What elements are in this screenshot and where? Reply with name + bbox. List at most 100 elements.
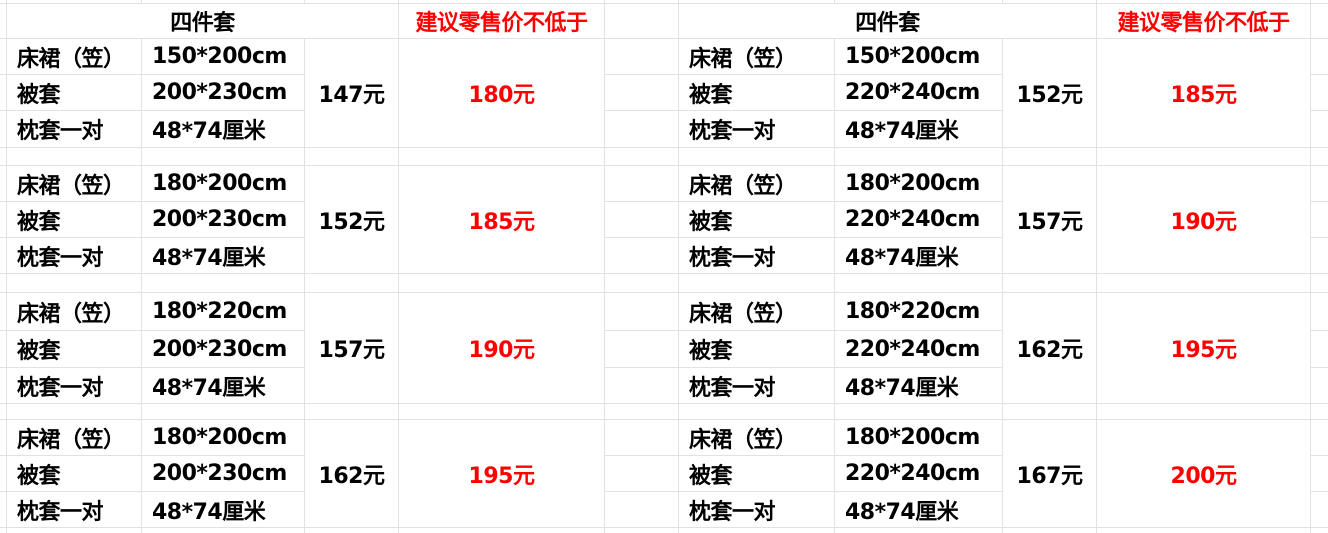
price-cell[interactable]: 157元	[305, 293, 398, 403]
header-title[interactable]: 四件套	[679, 4, 1096, 38]
item-size-cell-text: 48*74厘米	[845, 499, 959, 525]
item-name-cell[interactable]: 被套	[7, 202, 141, 237]
gridline	[0, 201, 1328, 202]
gridline	[604, 0, 605, 533]
item-size-cell[interactable]: 48*74厘米	[835, 111, 1002, 147]
item-size-cell[interactable]: 200*230cm	[142, 331, 304, 367]
item-size-cell[interactable]: 48*74厘米	[142, 368, 304, 403]
item-name-cell-text: 被套	[689, 463, 733, 489]
item-size-cell[interactable]: 220*240cm	[835, 331, 1002, 367]
item-name-cell[interactable]: 枕套一对	[679, 368, 834, 403]
retail-price-cell[interactable]: 180元	[399, 39, 604, 147]
price-cell-text: 157元	[318, 338, 385, 363]
price-cell-text: 162元	[1016, 338, 1083, 363]
header-title[interactable]: 四件套	[7, 4, 398, 38]
item-size-cell[interactable]: 180*220cm	[835, 293, 1002, 330]
item-name-cell[interactable]: 床裙（笠）	[7, 420, 141, 455]
item-name-cell[interactable]: 被套	[7, 456, 141, 491]
header-retail-price[interactable]: 建议零售价不低于	[1097, 4, 1310, 38]
item-name-cell-text: 枕套一对	[689, 119, 776, 144]
item-size-cell[interactable]: 180*200cm	[142, 420, 304, 455]
item-name-cell[interactable]: 枕套一对	[7, 492, 141, 527]
item-size-cell[interactable]: 150*200cm	[142, 39, 304, 74]
item-name-cell[interactable]: 被套	[679, 202, 834, 237]
item-name-cell-text: 床裙（笠）	[17, 173, 125, 199]
header-title-text: 四件套	[855, 11, 920, 36]
item-size-cell[interactable]: 180*200cm	[835, 420, 1002, 455]
gridline	[0, 527, 1328, 528]
retail-price-cell[interactable]: 190元	[399, 293, 604, 403]
item-size-cell[interactable]: 48*74厘米	[142, 238, 304, 273]
item-size-cell[interactable]: 48*74厘米	[835, 492, 1002, 527]
price-cell[interactable]: 162元	[1003, 293, 1096, 403]
item-size-cell[interactable]: 180*200cm	[142, 166, 304, 201]
item-size-cell[interactable]: 220*240cm	[835, 202, 1002, 237]
header-retail-price[interactable]: 建议零售价不低于	[399, 4, 604, 38]
item-name-cell[interactable]: 被套	[7, 331, 141, 367]
price-cell[interactable]: 157元	[1003, 166, 1096, 273]
item-name-cell-text: 被套	[689, 209, 733, 235]
price-cell-text: 162元	[318, 463, 385, 489]
item-name-cell[interactable]: 床裙（笠）	[7, 166, 141, 201]
item-size-cell[interactable]: 200*230cm	[142, 202, 304, 237]
price-cell-text: 152元	[1016, 83, 1083, 108]
retail-price-cell[interactable]: 195元	[1097, 293, 1310, 403]
retail-price-cell-text: 180元	[468, 83, 535, 108]
item-name-cell[interactable]: 被套	[679, 456, 834, 491]
item-name-cell[interactable]: 床裙（笠）	[679, 293, 834, 330]
price-cell[interactable]: 152元	[305, 166, 398, 273]
item-name-cell[interactable]: 枕套一对	[679, 238, 834, 273]
item-size-cell[interactable]: 48*74厘米	[835, 368, 1002, 403]
gridline	[0, 237, 1328, 238]
item-size-cell-text: 200*230cm	[152, 80, 287, 105]
price-cell[interactable]: 167元	[1003, 420, 1096, 527]
item-name-cell-text: 床裙（笠）	[17, 427, 125, 453]
item-size-cell[interactable]: 150*200cm	[835, 39, 1002, 74]
item-name-cell-text: 床裙（笠）	[17, 301, 125, 327]
retail-price-cell[interactable]: 185元	[399, 166, 604, 273]
price-cell-text: 147元	[318, 83, 385, 108]
item-name-cell[interactable]: 被套	[7, 75, 141, 110]
retail-price-cell[interactable]: 200元	[1097, 420, 1310, 527]
item-size-cell[interactable]: 220*240cm	[835, 75, 1002, 110]
gridline	[0, 74, 1328, 75]
item-name-cell[interactable]: 床裙（笠）	[7, 293, 141, 330]
item-size-cell[interactable]: 180*200cm	[835, 166, 1002, 201]
item-size-cell[interactable]: 48*74厘米	[142, 492, 304, 527]
price-cell[interactable]: 152元	[1003, 39, 1096, 147]
item-size-cell[interactable]: 48*74厘米	[142, 111, 304, 147]
item-size-cell[interactable]: 200*230cm	[142, 75, 304, 110]
item-name-cell[interactable]: 床裙（笠）	[679, 39, 834, 74]
item-name-cell[interactable]: 被套	[679, 75, 834, 110]
item-size-cell[interactable]: 48*74厘米	[835, 238, 1002, 273]
item-size-cell[interactable]: 180*220cm	[142, 293, 304, 330]
price-cell-text: 152元	[318, 209, 385, 235]
item-name-cell[interactable]: 床裙（笠）	[679, 420, 834, 455]
item-name-cell[interactable]: 枕套一对	[679, 492, 834, 527]
price-cell[interactable]: 147元	[305, 39, 398, 147]
item-name-cell[interactable]: 枕套一对	[7, 368, 141, 403]
gridline	[0, 491, 1328, 492]
retail-price-cell-text: 185元	[468, 209, 535, 235]
item-name-cell[interactable]: 床裙（笠）	[679, 166, 834, 201]
item-name-cell[interactable]: 被套	[679, 331, 834, 367]
item-name-cell[interactable]: 枕套一对	[679, 111, 834, 147]
price-cell[interactable]: 162元	[305, 420, 398, 527]
price-cell-text: 167元	[1016, 463, 1083, 489]
gridline	[0, 455, 1328, 456]
item-size-cell-text: 220*240cm	[845, 336, 980, 362]
item-size-cell[interactable]: 200*230cm	[142, 456, 304, 491]
item-name-cell[interactable]: 床裙（笠）	[7, 39, 141, 74]
item-name-cell-text: 被套	[17, 463, 61, 489]
item-size-cell[interactable]: 220*240cm	[835, 456, 1002, 491]
retail-price-cell[interactable]: 190元	[1097, 166, 1310, 273]
retail-price-cell[interactable]: 195元	[399, 420, 604, 527]
item-size-cell-text: 220*240cm	[845, 461, 980, 486]
item-name-cell-text: 被套	[17, 339, 61, 364]
retail-price-cell[interactable]: 185元	[1097, 39, 1310, 147]
item-name-cell[interactable]: 枕套一对	[7, 111, 141, 147]
item-name-cell[interactable]: 枕套一对	[7, 238, 141, 273]
retail-price-cell-text: 200元	[1170, 463, 1237, 489]
item-size-cell-text: 200*230cm	[152, 207, 287, 232]
